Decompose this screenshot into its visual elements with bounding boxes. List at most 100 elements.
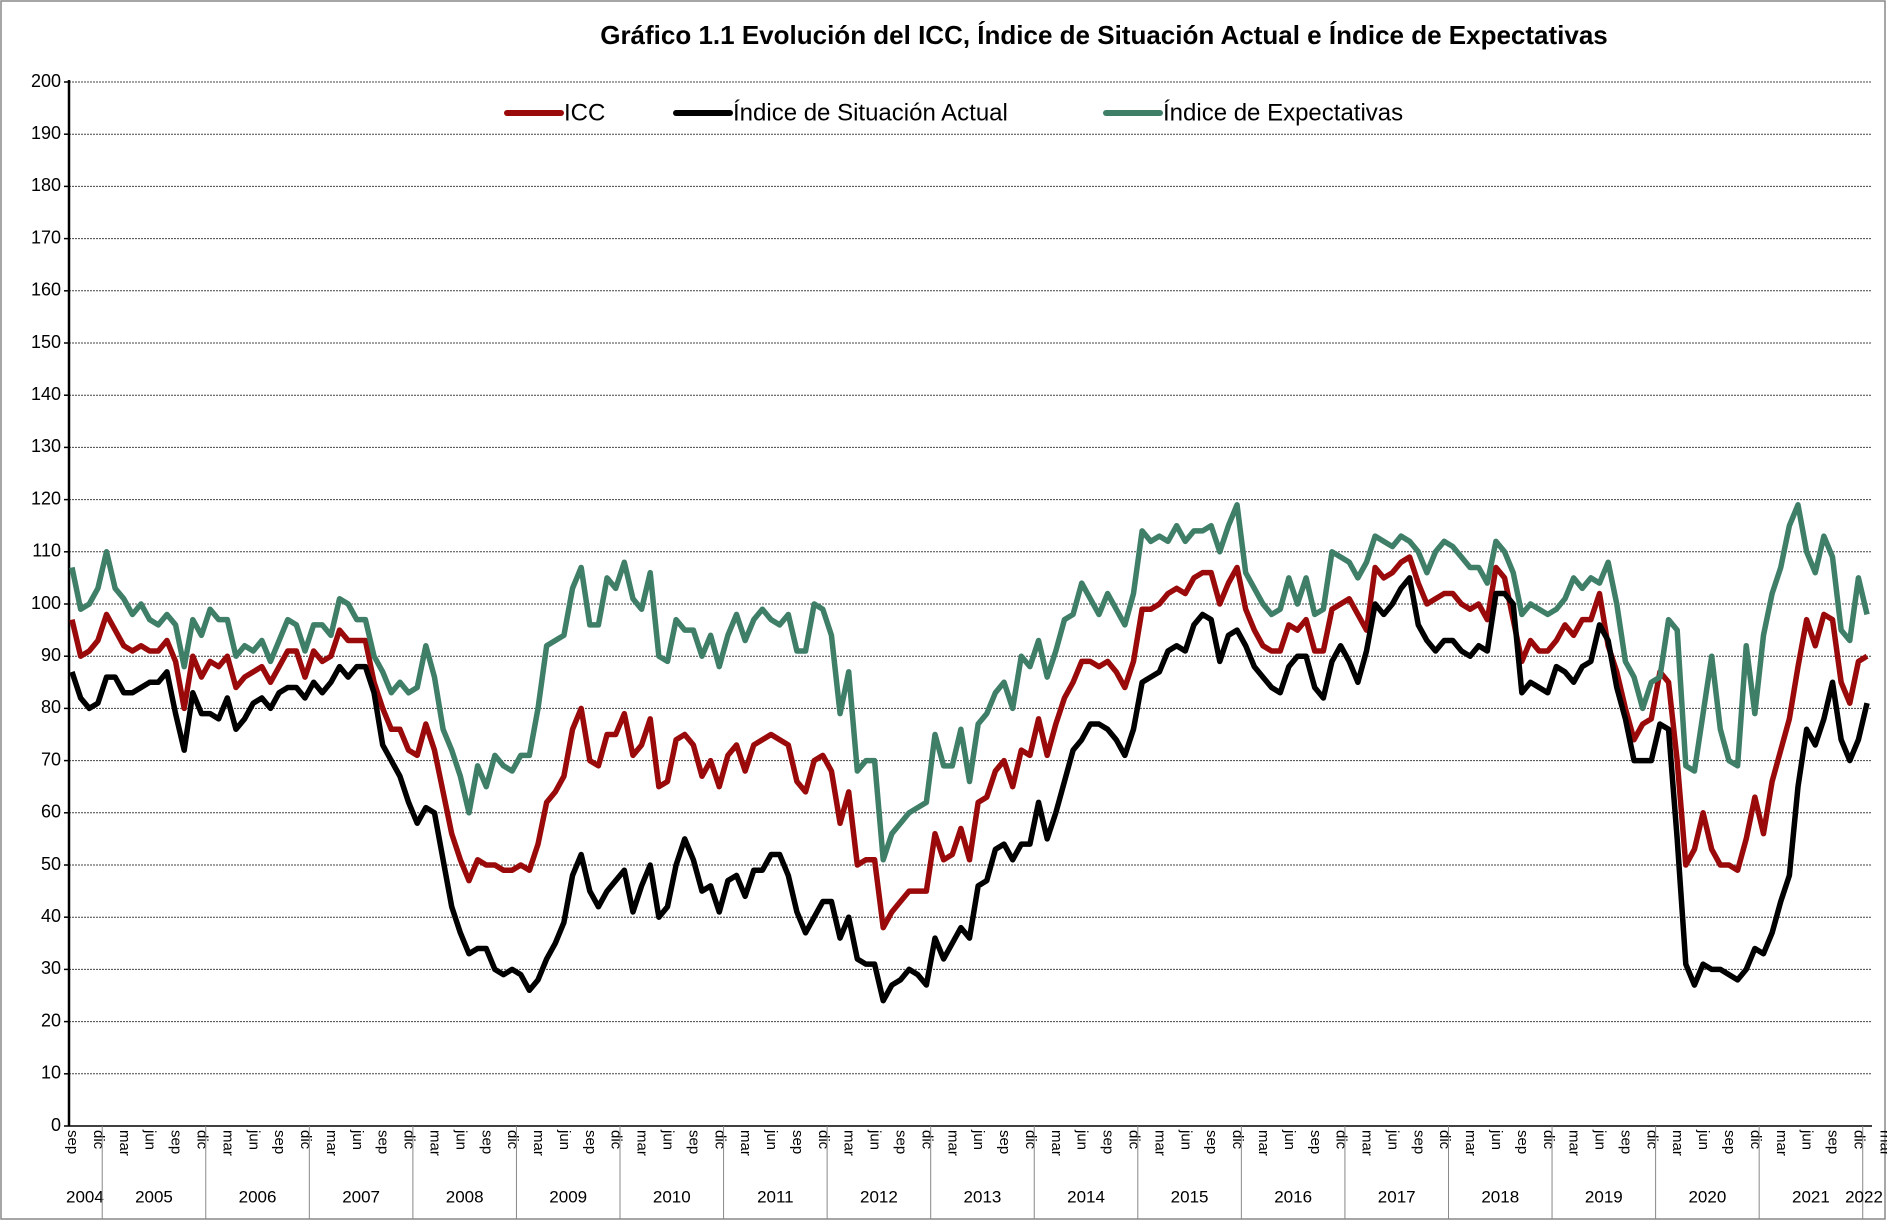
y-tick-label: 70 xyxy=(41,749,61,769)
y-tick-label: 140 xyxy=(31,384,61,404)
x-tick-label: sep xyxy=(1203,1130,1220,1154)
year-label: 2012 xyxy=(860,1187,898,1206)
x-tick-label: mar xyxy=(1462,1130,1479,1156)
year-label: 2021 xyxy=(1792,1187,1830,1206)
x-tick-label: jun xyxy=(660,1129,677,1150)
year-label: 2005 xyxy=(135,1187,173,1206)
series-line xyxy=(69,554,1869,931)
y-tick-label: 120 xyxy=(31,488,61,508)
legend-label: ICC xyxy=(564,99,605,126)
y-tick-label: 190 xyxy=(31,123,61,143)
y-tick-label: 50 xyxy=(41,854,61,874)
x-tick-label: mar xyxy=(116,1130,133,1156)
x-tick-label: dic xyxy=(297,1130,314,1150)
x-tick-label: dic xyxy=(711,1130,728,1150)
x-tick-label: jun xyxy=(763,1129,780,1150)
x-tick-label: dic xyxy=(1126,1130,1143,1150)
x-tick-label: jun xyxy=(1384,1129,1401,1150)
year-label: 2015 xyxy=(1171,1187,1209,1206)
x-tick-label: dic xyxy=(1540,1130,1557,1150)
year-label: 2004 xyxy=(66,1187,104,1206)
y-tick-label: 90 xyxy=(41,645,61,665)
year-label: 2013 xyxy=(964,1187,1002,1206)
y-tick-label: 30 xyxy=(41,958,61,978)
y-tick-label: 10 xyxy=(41,1063,61,1083)
x-tick-label: dic xyxy=(1643,1130,1660,1150)
year-label: 2016 xyxy=(1274,1187,1312,1206)
y-tick-label: 40 xyxy=(41,906,61,926)
year-label: 2014 xyxy=(1067,1187,1105,1206)
x-tick-label: jun xyxy=(867,1129,884,1150)
x-tick-label: mar xyxy=(841,1130,858,1156)
y-tick-label: 20 xyxy=(41,1010,61,1030)
x-tick-label: sep xyxy=(1514,1130,1531,1154)
x-tick-label: mar xyxy=(323,1130,340,1156)
y-tick-label: 0 xyxy=(51,1115,61,1135)
x-tick-label: mar xyxy=(1669,1130,1686,1156)
x-tick-label: jun xyxy=(452,1129,469,1150)
x-tick-label: mar xyxy=(944,1130,961,1156)
y-tick-label: 150 xyxy=(31,332,61,352)
x-tick-label: jun xyxy=(1695,1129,1712,1150)
x-tick-label: mar xyxy=(1359,1130,1376,1156)
x-tick-label: sep xyxy=(271,1130,288,1154)
x-tick-label: jun xyxy=(1799,1129,1816,1150)
y-tick-label: 180 xyxy=(31,175,61,195)
x-tick-label: dic xyxy=(401,1130,418,1150)
x-tick-label: mar xyxy=(219,1130,236,1156)
x-tick-label: mar xyxy=(1048,1130,1065,1156)
x-tick-label: sep xyxy=(375,1130,392,1154)
x-tick-label: mar xyxy=(1255,1130,1272,1156)
y-tick-label: 130 xyxy=(31,436,61,456)
x-tick-label: dic xyxy=(1022,1130,1039,1150)
x-tick-label: dic xyxy=(918,1130,935,1150)
x-tick-label: sep xyxy=(685,1130,702,1154)
x-tick-label: mar xyxy=(1876,1130,1887,1156)
x-tick-label: mar xyxy=(530,1130,547,1156)
y-tick-label: 160 xyxy=(31,280,61,300)
x-tick-label: jun xyxy=(245,1129,262,1150)
x-tick-label: mar xyxy=(1151,1130,1168,1156)
x-tick-label: sep xyxy=(1410,1130,1427,1154)
x-tick-label: mar xyxy=(634,1130,651,1156)
x-tick-label: sep xyxy=(582,1130,599,1154)
y-tick-label: 60 xyxy=(41,802,61,822)
year-label: 2020 xyxy=(1688,1187,1726,1206)
year-label: 2009 xyxy=(549,1187,587,1206)
x-tick-label: sep xyxy=(478,1130,495,1154)
x-tick-label: dic xyxy=(193,1130,210,1150)
x-tick-label: jun xyxy=(1177,1129,1194,1150)
x-tick-label: sep xyxy=(1825,1130,1842,1154)
x-tick-label: mar xyxy=(1773,1130,1790,1156)
series-line xyxy=(69,575,1870,1004)
x-tick-label: sep xyxy=(1617,1130,1634,1154)
x-tick-label: sep xyxy=(1100,1130,1117,1154)
series-line xyxy=(69,502,1870,863)
year-label: 2019 xyxy=(1585,1187,1623,1206)
x-tick-label: jun xyxy=(1488,1129,1505,1150)
year-label: 2008 xyxy=(446,1187,484,1206)
x-tick-label: sep xyxy=(1721,1130,1738,1154)
x-tick-label: dic xyxy=(815,1130,832,1150)
x-tick-label: jun xyxy=(556,1129,573,1150)
x-tick-label: sep xyxy=(789,1130,806,1154)
x-tick-label: mar xyxy=(1566,1130,1583,1156)
x-tick-label: jun xyxy=(1074,1129,1091,1150)
x-tick-label: sep xyxy=(168,1130,185,1154)
x-tick-label: jun xyxy=(142,1129,159,1150)
x-tick-label: dic xyxy=(1229,1130,1246,1150)
x-tick-label: dic xyxy=(1747,1130,1764,1150)
legend-label: Índice de Expectativas xyxy=(1163,99,1403,126)
x-tick-label: dic xyxy=(1333,1130,1350,1150)
year-label: 2018 xyxy=(1481,1187,1519,1206)
x-tick-label: sep xyxy=(64,1130,81,1154)
y-tick-label: 80 xyxy=(41,697,61,717)
x-tick-label: dic xyxy=(608,1130,625,1150)
x-tick-label: jun xyxy=(970,1129,987,1150)
year-label: 2011 xyxy=(757,1187,794,1206)
year-label: 2007 xyxy=(342,1187,380,1206)
x-tick-label: jun xyxy=(1592,1129,1609,1150)
x-tick-label: sep xyxy=(893,1130,910,1154)
